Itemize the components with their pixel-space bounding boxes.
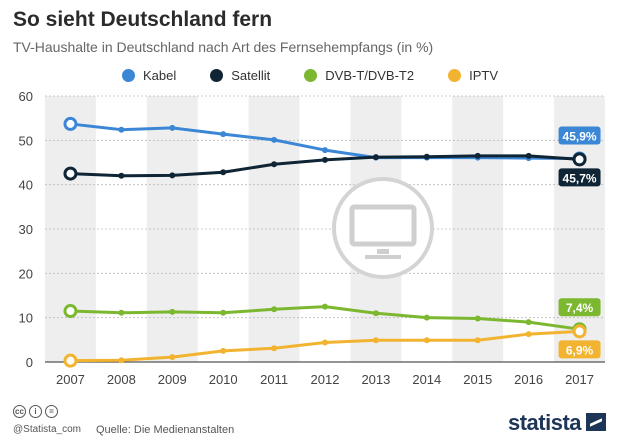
by-icon: i — [29, 405, 42, 418]
legend-label: IPTV — [469, 68, 499, 83]
y-tick-label: 30 — [19, 222, 33, 237]
end-label-box — [558, 340, 601, 359]
data-point — [372, 310, 379, 317]
legend-item: Kabel — [121, 68, 177, 83]
legend-item: DVB-T/DVB-T2 — [304, 68, 414, 83]
social-handle: @Statista_com — [13, 424, 81, 435]
chart-subtitle: TV-Haushalte in Deutschland nach Art des… — [13, 39, 434, 55]
data-point — [63, 353, 78, 368]
data-point — [63, 166, 78, 181]
data-point — [271, 161, 278, 168]
end-label-box — [558, 168, 601, 187]
y-tick-label: 20 — [19, 266, 33, 281]
x-tick-label: 2011 — [260, 372, 288, 387]
data-point — [169, 354, 176, 361]
data-point — [63, 116, 78, 131]
data-point — [423, 314, 430, 321]
data-point — [220, 131, 227, 138]
data-point — [322, 156, 328, 163]
data-point — [118, 126, 125, 133]
legend-label: Kabel — [142, 68, 177, 83]
legend-label: Satellit — [231, 68, 271, 83]
data-point — [271, 136, 278, 143]
data-point — [169, 308, 176, 315]
data-point — [118, 357, 125, 364]
data-point — [322, 303, 328, 310]
x-tick-label: 2012 — [311, 372, 340, 387]
x-tick-label: 2017 — [565, 372, 594, 387]
data-point — [372, 154, 379, 161]
end-label: 45,9% — [563, 130, 597, 144]
x-tick-label: 2013 — [361, 372, 390, 387]
data-point — [474, 315, 481, 322]
line-chart: 0 10 20 30 40 50 60 2007 2008 2009 2010 2011 2012 201… — [19, 89, 605, 387]
data-point — [423, 337, 430, 344]
legend-label: DVB-T/DVB-T2 — [325, 68, 415, 83]
x-tick-label: 2008 — [107, 372, 136, 387]
legend-swatch — [121, 69, 135, 82]
x-tick-label: 2014 — [412, 372, 441, 387]
end-label-box — [558, 298, 601, 317]
data-point — [169, 172, 176, 179]
data-point — [525, 152, 532, 159]
data-point — [474, 337, 481, 344]
end-label: 6,9% — [566, 343, 594, 357]
tv-base — [365, 255, 401, 259]
legend-item: Satellit — [210, 68, 270, 83]
y-tick-label: 40 — [19, 178, 33, 193]
data-point — [474, 152, 481, 159]
x-tick-label: 2009 — [158, 372, 187, 387]
data-point — [169, 124, 176, 131]
end-label-box — [558, 126, 601, 145]
statista-logo-icon — [586, 413, 606, 431]
data-point — [63, 304, 78, 319]
license-icons: cc i = — [13, 405, 58, 418]
statista-logo[interactable]: statista — [508, 410, 582, 435]
data-point — [525, 319, 532, 326]
legend-item: IPTV — [448, 68, 498, 83]
tv-icon — [332, 177, 434, 279]
data-point — [372, 337, 379, 344]
y-tick-label: 0 — [26, 355, 33, 370]
x-tick-label: 2015 — [463, 372, 492, 387]
data-point — [220, 347, 227, 354]
legend-swatch — [210, 69, 224, 82]
data-point — [271, 306, 278, 313]
tv-screen — [349, 204, 417, 247]
legend: Kabel Satellit DVB-T/DVB-T2 IPTV — [0, 68, 620, 83]
data-point — [220, 309, 227, 316]
y-tick-label: 60 — [19, 89, 33, 104]
tv-stand — [377, 249, 389, 254]
data-point — [322, 339, 328, 346]
data-point — [271, 345, 278, 352]
cc-icon: cc — [13, 405, 26, 418]
footer: cc i = @Statista_com Quelle: Die Mediena… — [0, 400, 620, 442]
legend-swatch — [304, 69, 318, 82]
end-label: 7,4% — [566, 301, 594, 315]
x-tick-label: 2016 — [514, 372, 543, 387]
nd-icon: = — [45, 405, 58, 418]
end-label: 45,7% — [563, 171, 597, 185]
data-point — [423, 153, 430, 160]
data-point — [118, 172, 125, 179]
x-tick-label: 2010 — [209, 372, 238, 387]
source-note: Quelle: Die Medienanstalten — [96, 424, 235, 436]
data-point — [220, 169, 227, 176]
data-point — [322, 147, 328, 154]
y-tick-label: 10 — [19, 311, 33, 326]
y-tick-label: 50 — [19, 133, 33, 148]
data-point — [118, 309, 125, 316]
chart-title: So sieht Deutschland fern — [13, 8, 273, 31]
data-point — [572, 324, 587, 339]
legend-swatch — [448, 69, 462, 82]
data-point — [525, 331, 532, 338]
data-point — [572, 152, 587, 167]
x-tick-label: 2007 — [56, 372, 85, 387]
